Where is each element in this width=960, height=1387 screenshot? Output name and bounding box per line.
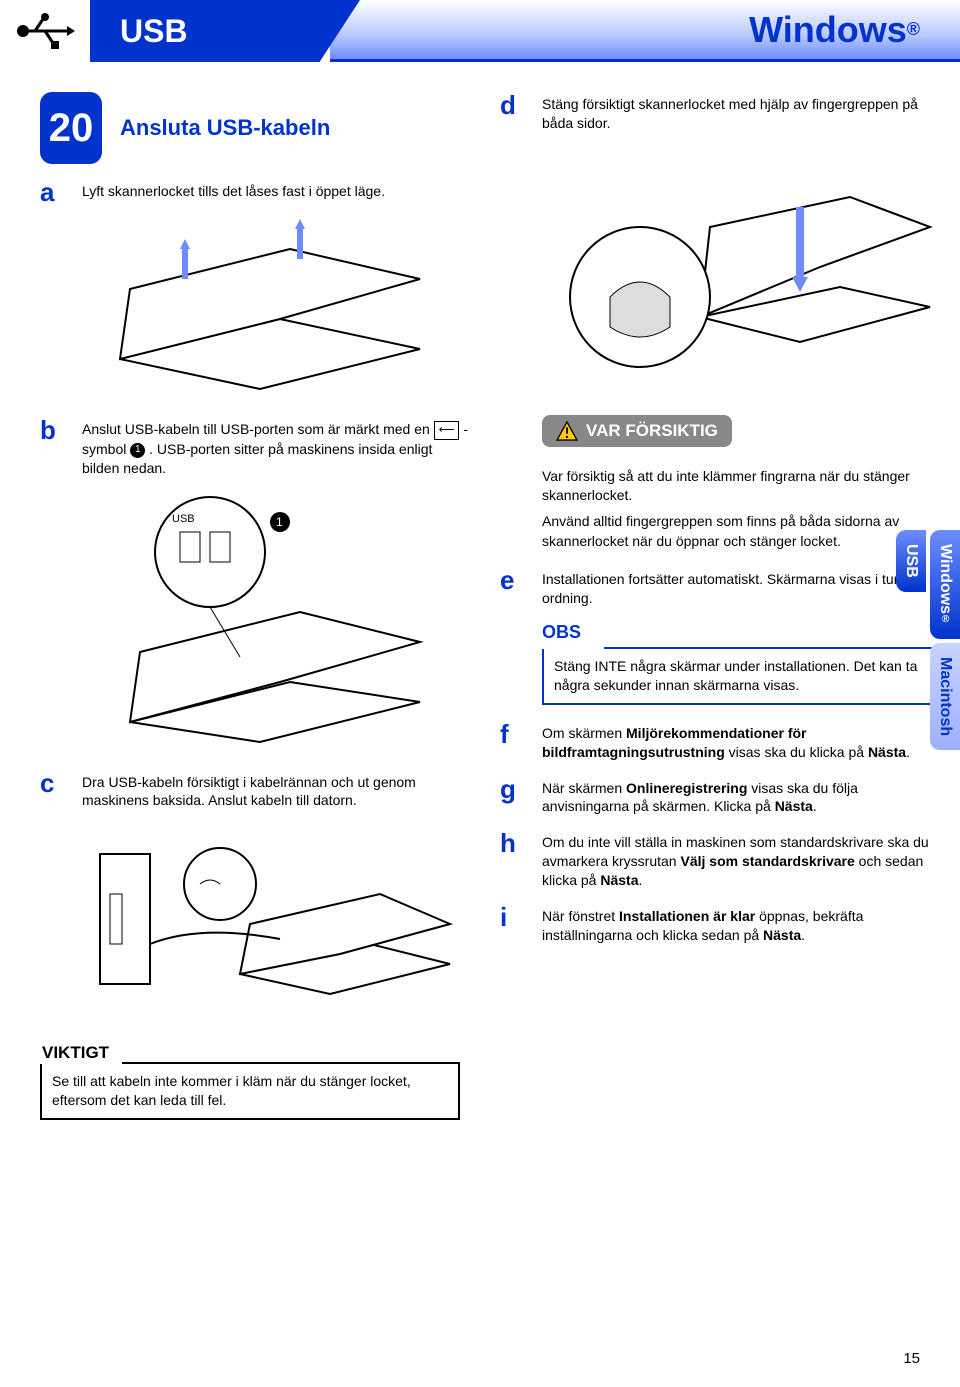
step-e: e Installationen fortsätter automatiskt.… xyxy=(500,567,940,608)
bullet-1-icon: 1 xyxy=(130,443,145,458)
caution-header: VAR FÖRSIKTIG xyxy=(542,415,732,447)
step-c-text: Dra USB-kabeln försiktigt i kabelrännan … xyxy=(82,770,470,811)
step-number: 20 xyxy=(40,92,102,164)
step-e-text: Installationen fortsätter automatiskt. S… xyxy=(542,567,940,608)
warning-triangle-icon xyxy=(556,421,578,441)
illustration-b: USB 1 xyxy=(80,492,460,752)
step-g-letter: g xyxy=(500,776,528,817)
step-f-text: Om skärmen Miljörekommendationer för bil… xyxy=(542,721,940,762)
step-c-letter: c xyxy=(40,770,68,811)
step-a-text: Lyft skannerlocket tills det låses fast … xyxy=(82,179,470,205)
side-tabs: USB Windows® Macintosh xyxy=(896,530,960,750)
step-h-letter: h xyxy=(500,830,528,890)
caution-p1: Var försiktig så att du inte klämmer fin… xyxy=(542,467,940,506)
step-i-letter: i xyxy=(500,904,528,945)
left-column: 20 Ansluta USB-kabeln a Lyft skannerlock… xyxy=(40,92,470,1022)
viktig-box: VIKTIGT Se till att kabeln inte kommer i… xyxy=(40,1062,460,1120)
registered-mark: ® xyxy=(907,19,920,40)
step-d: d Stäng försiktigt skannerlocket med hjä… xyxy=(500,92,940,133)
caution-p2: Använd alltid fingergreppen som finns på… xyxy=(542,512,940,551)
tab-usb: USB xyxy=(896,530,926,592)
step-20-header: 20 Ansluta USB-kabeln xyxy=(40,92,470,164)
step-h: h Om du inte vill ställa in maskinen som… xyxy=(500,830,940,890)
step-i-text: När fönstret Installationen är klar öppn… xyxy=(542,904,940,945)
step-b-text: Anslut USB-kabeln till USB-porten som är… xyxy=(82,417,470,478)
usb-symbol-icon: ⟵ xyxy=(434,421,460,440)
page-number: 15 xyxy=(903,1350,920,1367)
illustration-a xyxy=(80,219,460,399)
page-header: USB Windows® xyxy=(0,0,960,62)
step-c: c Dra USB-kabeln försiktigt i kabelränna… xyxy=(40,770,470,811)
tab-macintosh: Macintosh xyxy=(930,643,960,750)
b-pre: Anslut USB-kabeln till USB-porten som är… xyxy=(82,421,434,437)
obs-text: Stäng INTE några skärmar under installat… xyxy=(554,658,917,693)
content: 20 Ansluta USB-kabeln a Lyft skannerlock… xyxy=(0,92,960,1022)
step-f-letter: f xyxy=(500,721,528,762)
svg-text:USB: USB xyxy=(172,513,195,525)
caution-body: Var försiktig så att du inte klämmer fin… xyxy=(500,467,940,551)
viktig-text: Se till att kabeln inte kommer i kläm nä… xyxy=(52,1073,411,1108)
step-e-letter: e xyxy=(500,567,528,608)
step-d-text: Stäng försiktigt skannerlocket med hjälp… xyxy=(542,92,940,133)
step-f: f Om skärmen Miljörekommendationer för b… xyxy=(500,721,940,762)
illustration-d xyxy=(540,147,940,397)
step-a-letter: a xyxy=(40,179,68,205)
viktig-title: VIKTIGT xyxy=(42,1042,109,1065)
step-a: a Lyft skannerlocket tills det låses fas… xyxy=(40,179,470,205)
step-title: Ansluta USB-kabeln xyxy=(120,115,330,141)
step-h-text: Om du inte vill ställa in maskinen som s… xyxy=(542,830,940,890)
step-g-text: När skärmen Onlineregistrering visas ska… xyxy=(542,776,940,817)
step-d-letter: d xyxy=(500,92,528,133)
right-column: d Stäng försiktigt skannerlocket med hjä… xyxy=(500,92,940,1022)
os-title: Windows® xyxy=(330,0,960,62)
tab-windows: Windows® xyxy=(930,530,960,639)
obs-title: OBS xyxy=(500,622,940,643)
usb-title: USB xyxy=(90,0,360,62)
step-i: i När fönstret Installationen är klar öp… xyxy=(500,904,940,945)
step-g: g När skärmen Onlineregistrering visas s… xyxy=(500,776,940,817)
svg-text:1: 1 xyxy=(276,515,283,529)
obs-box: Stäng INTE några skärmar under installat… xyxy=(542,647,940,705)
step-b-letter: b xyxy=(40,417,68,478)
caution-title: VAR FÖRSIKTIG xyxy=(586,421,718,441)
usb-icon xyxy=(0,0,90,62)
os-title-text: Windows xyxy=(749,9,907,51)
step-b: b Anslut USB-kabeln till USB-porten som … xyxy=(40,417,470,478)
illustration-c xyxy=(80,824,460,1004)
